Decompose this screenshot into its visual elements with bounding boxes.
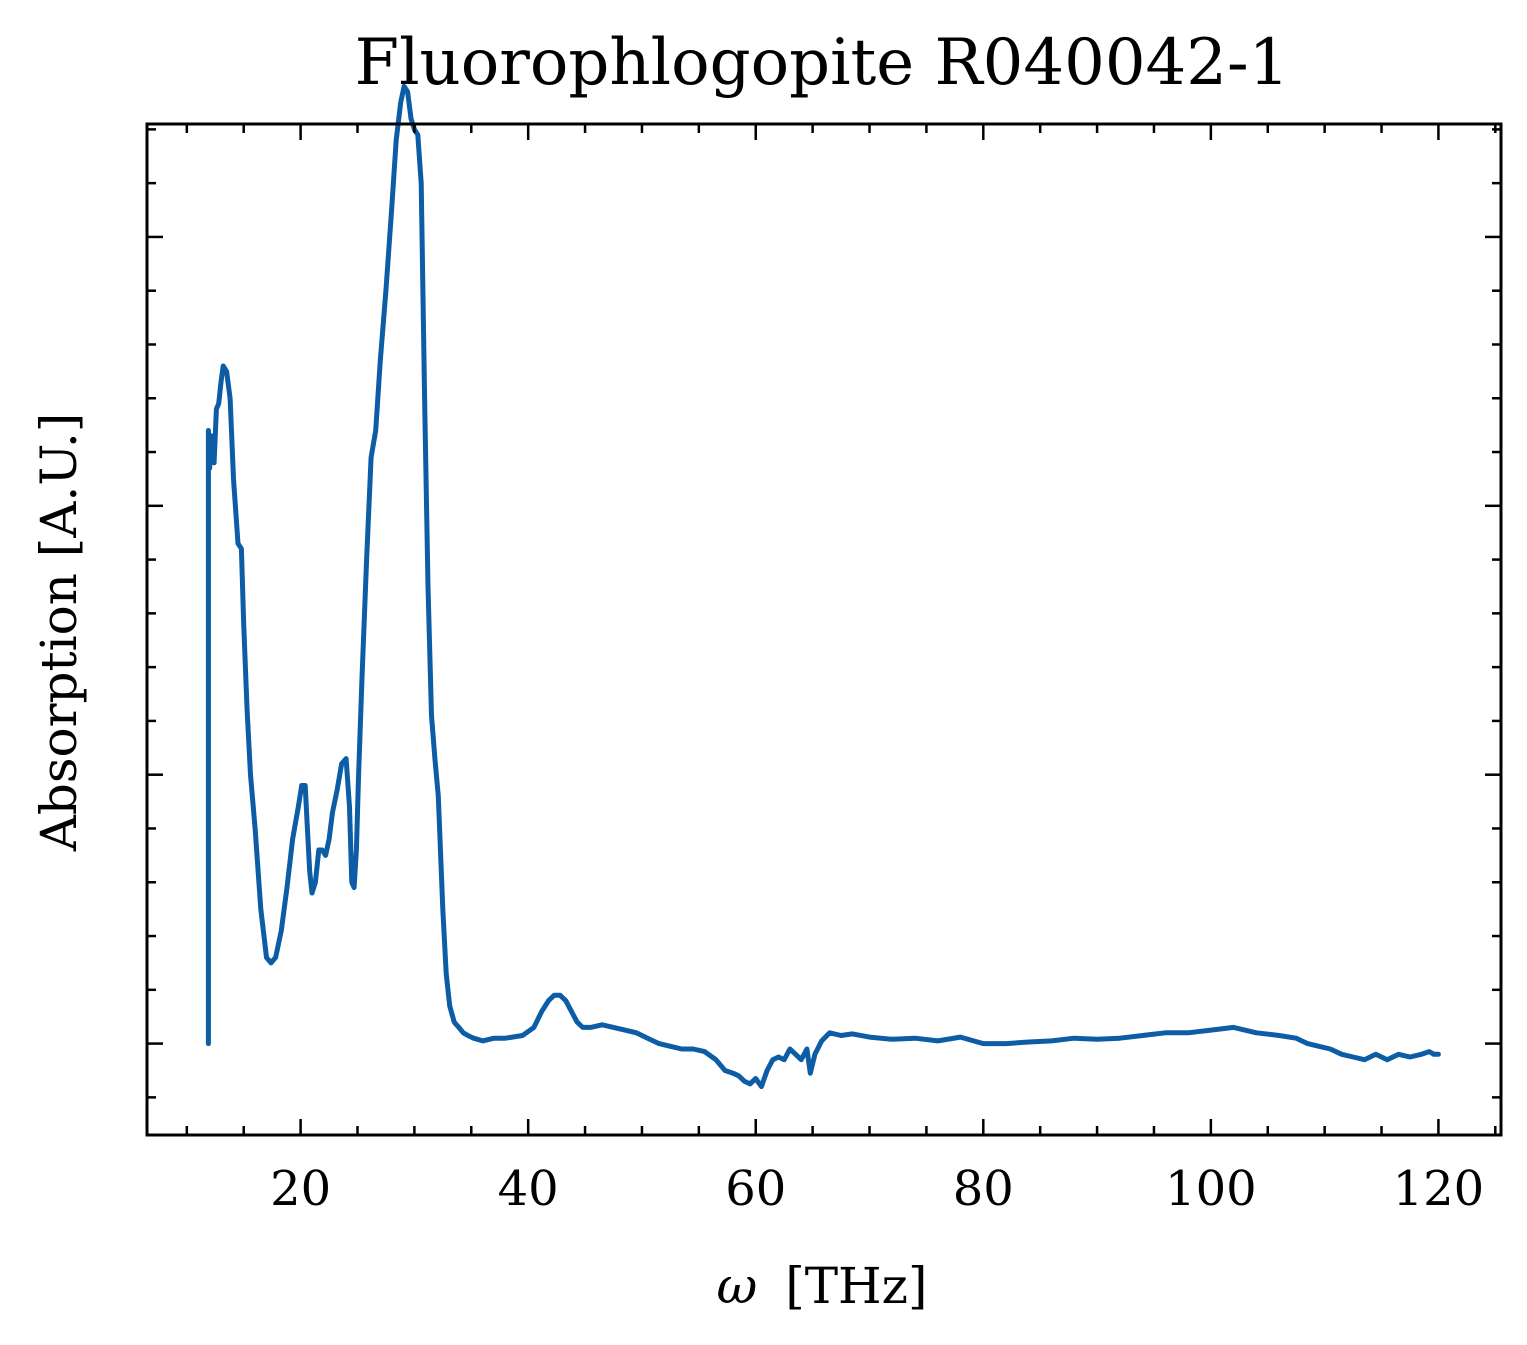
x-axis-symbol: ω [717,1257,758,1315]
x-tick-label: 40 [498,1161,559,1217]
chart-title: Fluorophlogopite R040042-1 [355,26,1290,100]
x-tick-label: 100 [1165,1161,1257,1217]
x-axis-unit: [THz] [785,1257,927,1315]
x-axis-tick-labels: 20 40 60 80 100 120 [270,1161,1484,1217]
x-tick-label: 60 [725,1161,786,1217]
x-axis-title: ω [THz] [717,1257,928,1315]
absorption-series-line-0 [205,83,1441,1090]
plot-frame [145,122,1503,1137]
x-axis-ticks [185,124,1497,1135]
x-tick-label: 120 [1393,1161,1485,1217]
x-tick-label: 80 [953,1161,1014,1217]
plot-area [205,83,1441,1090]
y-axis-ticks [147,128,1501,1099]
y-axis-title: Absorption [A.U.] [30,413,88,853]
x-tick-label: 20 [270,1161,331,1217]
